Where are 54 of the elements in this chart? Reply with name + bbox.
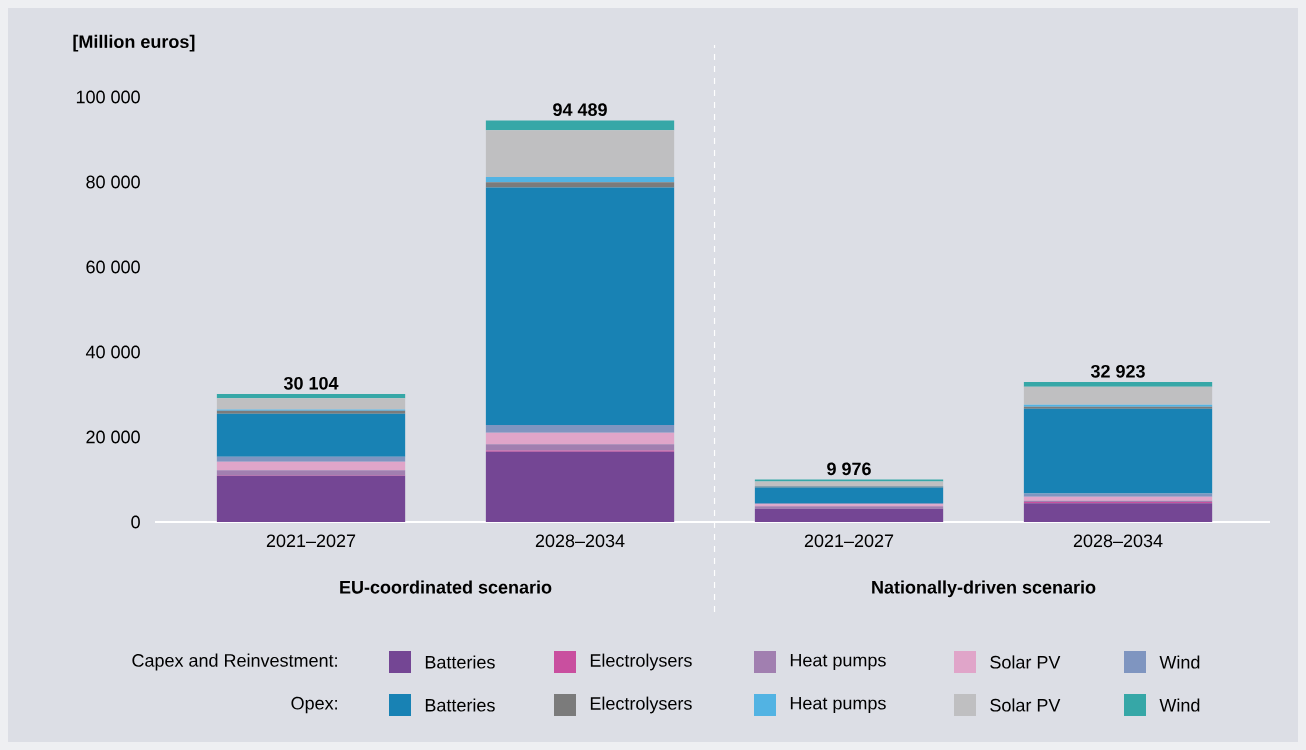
legend-label: Solar PV xyxy=(990,655,1061,669)
y-axis-title: [Million euros] xyxy=(73,34,195,52)
y-tick-label: 60 000 xyxy=(86,260,140,274)
legend-label: Electrolysers xyxy=(590,653,692,671)
bar xyxy=(1023,496,1213,501)
legend-label: Heat pumps xyxy=(790,696,886,714)
legend-label: Batteries xyxy=(425,655,495,669)
text: Nationally-driven scenario xyxy=(872,580,1096,598)
text: EU-coordinated scenario xyxy=(340,580,552,594)
total-label: 9 976 xyxy=(827,462,871,476)
legend-label: Wind xyxy=(1159,655,1200,669)
legend-label: Solar PV xyxy=(990,698,1061,712)
y-tick-label: 100 000 xyxy=(76,90,140,104)
total-label: 32 923 xyxy=(1090,364,1145,378)
bar xyxy=(485,432,675,445)
x-tick-label: 2021–2027 xyxy=(266,534,356,548)
bar xyxy=(1023,408,1213,494)
bar xyxy=(216,475,406,522)
bar xyxy=(216,413,406,457)
text: Opex: xyxy=(291,696,337,714)
legend-label: Batteries xyxy=(425,698,495,712)
legend-label: Heat pumps xyxy=(790,653,886,671)
bar xyxy=(485,176,675,183)
y-tick-label: 80 000 xyxy=(86,175,140,189)
x-tick-label: 2028–2034 xyxy=(535,534,625,548)
x-tick-label: 2021–2027 xyxy=(804,534,894,548)
y-tick-label: 40 000 xyxy=(85,345,140,359)
bar xyxy=(485,444,675,451)
y-tick-label: 20 000 xyxy=(86,430,140,444)
text: Capex and Reinvestment: xyxy=(132,653,337,671)
bar xyxy=(485,451,675,522)
bar xyxy=(485,182,675,188)
legend-label: Wind xyxy=(1159,698,1200,712)
bar xyxy=(216,394,406,399)
bar xyxy=(754,487,944,503)
bar xyxy=(216,456,406,462)
bar xyxy=(216,398,406,410)
bar xyxy=(216,470,406,476)
bar xyxy=(485,120,675,131)
total-label: 94 489 xyxy=(553,103,607,117)
bar xyxy=(216,461,406,471)
total-label: 30 104 xyxy=(283,376,339,390)
bar xyxy=(1023,493,1213,497)
bar xyxy=(485,130,675,177)
y-tick-label: 0 xyxy=(131,515,140,529)
legend-label: Electrolysers xyxy=(590,696,692,714)
bar xyxy=(1023,382,1213,387)
bar xyxy=(485,187,675,426)
bar xyxy=(1023,386,1213,405)
bar xyxy=(754,481,944,487)
bar xyxy=(1023,503,1213,522)
x-tick-label: 2028–2034 xyxy=(1073,534,1163,548)
bar xyxy=(754,508,944,522)
bar xyxy=(485,425,675,433)
